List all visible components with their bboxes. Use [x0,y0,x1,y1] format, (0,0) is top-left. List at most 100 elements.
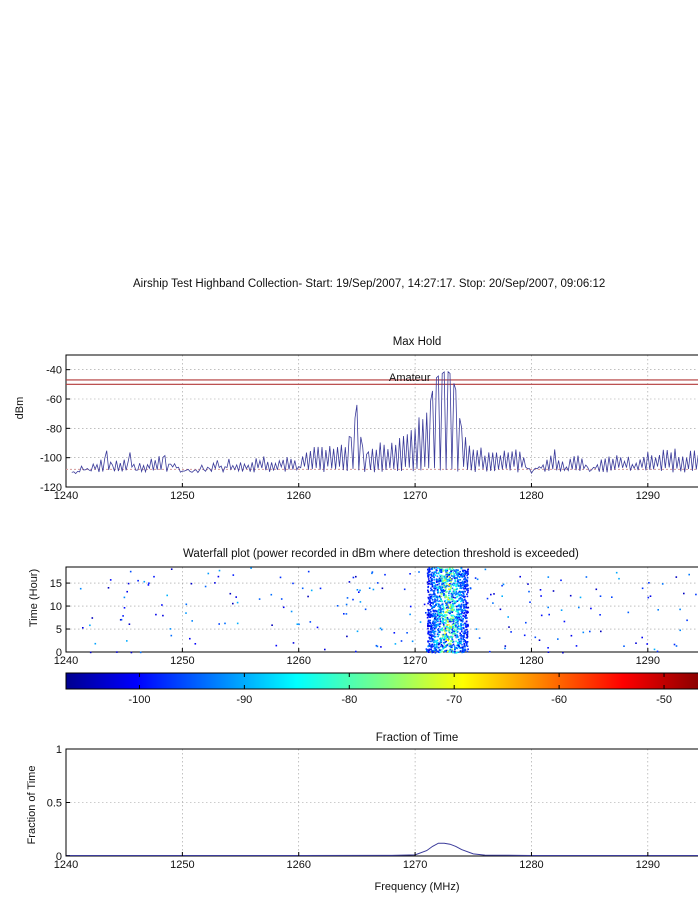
waterfall-point [456,651,458,654]
waterfall-point [445,594,447,596]
waterfall-point [440,640,443,643]
waterfall-point [452,617,454,619]
waterfall-point [429,634,432,637]
waterfall-point [449,617,452,620]
waterfall-point [441,579,444,581]
waterfall-point [458,603,460,606]
waterfall-point [440,628,442,631]
waterfall-point [427,619,430,622]
waterfall-point [452,640,455,643]
waterfall-point [94,642,97,645]
waterfall-point [258,598,261,600]
waterfall-point [409,613,411,616]
waterfall-point [444,632,447,635]
waterfall-point [431,634,433,636]
waterfall-point [453,574,456,577]
waterfall-point [474,577,477,579]
waterfall-point [455,591,457,594]
waterfall-point [463,648,466,651]
waterfall-point [454,580,456,583]
max-hold-ylabel: dBm [14,397,26,420]
plot-frame [65,566,698,653]
waterfall-point [464,614,467,617]
waterfall-point [427,611,430,614]
waterfall-point [440,578,442,581]
y-tick-label: -120 [40,482,62,494]
waterfall-point [454,594,457,596]
waterfall-point [433,636,436,639]
waterfall-point [441,586,444,589]
waterfall-point [439,611,442,613]
waterfall-point [445,620,448,622]
waterfall-point [457,636,459,638]
waterfall-point [465,644,468,647]
waterfall-point [462,648,464,650]
waterfall-point [437,616,440,619]
waterfall-point [445,583,448,585]
waterfall-point [448,626,451,629]
waterfall-point [427,568,429,571]
waterfall-point [455,605,458,608]
waterfall-point [355,650,357,653]
waterfall-point [429,621,431,624]
waterfall-point [433,606,436,608]
waterfall-point [439,631,441,633]
waterfall-point [449,606,451,608]
waterfall-point [437,580,439,583]
waterfall-chart: Waterfall plot (power recorded in dBm wh… [28,548,698,667]
waterfall-point [465,579,468,581]
waterfall-point [458,616,460,619]
waterfall-point [563,620,566,623]
waterfall-point [447,650,449,653]
waterfall-point [452,650,454,653]
waterfall-point [444,599,447,602]
waterfall-point [457,599,460,601]
waterfall-point [463,588,465,590]
waterfall-point [465,603,468,606]
waterfall-point [445,645,448,647]
waterfall-point [447,605,449,608]
waterfall-point [464,629,467,631]
waterfall-point [467,591,469,594]
waterfall-point [429,628,432,631]
waterfall-point [463,627,465,630]
x-tick-label: 1260 [286,859,310,871]
waterfall-point [435,584,437,586]
waterfall-point [447,611,450,614]
waterfall-point [436,589,439,591]
waterfall-point [451,606,453,608]
waterfall-point [457,612,460,614]
waterfall-point [455,596,458,598]
waterfall-point [446,619,448,621]
waterfall-point [448,585,450,588]
waterfall-point [501,584,503,587]
waterfall-point [449,649,452,651]
waterfall-point [457,592,460,594]
waterfall-point [441,588,443,590]
waterfall-point [218,569,221,572]
figure-title: Airship Test Highband Collection- Start:… [133,278,605,290]
waterfall-point [441,634,444,636]
waterfall-point [451,567,454,569]
waterfall-point [449,590,452,593]
waterfall-point [460,581,462,584]
waterfall-point [434,609,436,612]
waterfall-point [432,612,434,615]
waterfall-point [464,595,466,598]
waterfall-point [447,578,449,581]
waterfall-point [457,584,459,587]
waterfall-point [456,626,458,628]
x-tick-label: 1280 [519,859,543,871]
waterfall-point [456,600,459,602]
waterfall-point [430,589,432,592]
waterfall-point [447,580,449,583]
waterfall-point [433,635,435,637]
waterfall-point [461,650,464,652]
waterfall-point [120,618,123,621]
waterfall-point [429,593,431,596]
waterfall-point [432,574,435,576]
waterfall-point [463,607,465,609]
waterfall-point [185,612,187,614]
waterfall-point [449,612,451,615]
waterfall-point [445,622,447,625]
